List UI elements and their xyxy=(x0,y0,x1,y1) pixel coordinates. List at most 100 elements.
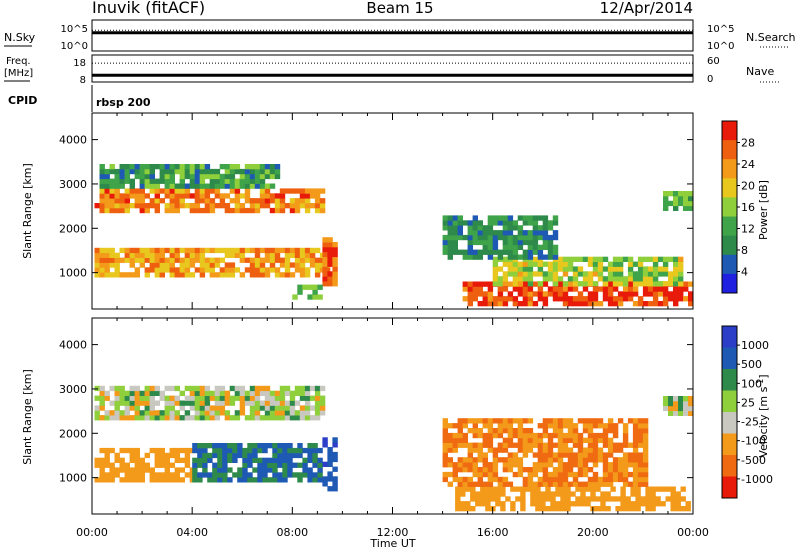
power-cell xyxy=(184,262,191,268)
velocity-cell xyxy=(314,405,321,411)
velocity-cell xyxy=(462,437,468,443)
power-cell xyxy=(487,225,494,231)
velocity-cell xyxy=(630,501,636,507)
velocity-cell xyxy=(487,423,494,429)
power-cell xyxy=(587,271,594,277)
velocity-cell xyxy=(129,390,135,396)
velocity-cell xyxy=(540,491,546,497)
velocity-cell xyxy=(477,457,483,463)
power-cell xyxy=(224,164,231,170)
power-cell xyxy=(642,266,649,272)
power-cell xyxy=(592,286,599,292)
power-cell xyxy=(587,261,594,267)
velocity-cell xyxy=(284,415,291,421)
velocity-colorbar-swatch xyxy=(722,347,737,370)
power-cell xyxy=(688,200,694,207)
velocity-cell xyxy=(642,432,649,439)
power-cell xyxy=(264,247,271,254)
power-cell xyxy=(632,271,639,277)
power-cell xyxy=(617,276,624,282)
velocity-cell xyxy=(537,437,544,443)
velocity-cell xyxy=(557,437,564,443)
power-cell xyxy=(602,296,609,302)
velocity-cell xyxy=(637,423,644,429)
power-cell xyxy=(327,276,333,282)
power-cell xyxy=(647,281,654,287)
velocity-cell xyxy=(572,437,579,443)
velocity-cell xyxy=(264,405,271,411)
power-cell xyxy=(683,200,689,207)
velocity-cell xyxy=(497,418,504,424)
velocity-cell xyxy=(194,410,201,416)
velocity-cell xyxy=(495,501,501,507)
power-cell xyxy=(627,286,634,292)
velocity-cell xyxy=(602,467,609,473)
nave-tick-high: 60 xyxy=(707,56,720,67)
power-cell xyxy=(517,234,524,241)
velocity-cell xyxy=(487,476,494,483)
velocity-cell xyxy=(259,400,266,406)
velocity-cell xyxy=(562,432,569,439)
power-cell xyxy=(269,164,276,170)
power-cell xyxy=(517,286,524,292)
power-cell xyxy=(497,220,504,226)
power-cell xyxy=(527,239,534,246)
velocity-cell xyxy=(457,428,463,434)
power-cell xyxy=(199,257,206,263)
power-cell xyxy=(532,271,539,277)
velocity-cell xyxy=(222,452,228,459)
power-cell xyxy=(607,261,614,267)
velocity-cell xyxy=(164,395,170,401)
velocity-cell xyxy=(309,415,316,421)
velocity-cell xyxy=(502,447,509,453)
power-cell xyxy=(597,271,604,277)
power-cell xyxy=(309,203,316,209)
power-cell xyxy=(124,164,130,170)
velocity-cell xyxy=(655,496,661,502)
velocity-cell xyxy=(282,462,288,468)
power-cell xyxy=(109,198,115,204)
velocity-cell xyxy=(562,452,569,458)
power-cell xyxy=(637,296,644,302)
velocity-cell xyxy=(234,395,241,401)
power-cell xyxy=(119,198,125,204)
time-axis-title: Time UT xyxy=(369,537,415,550)
power-cell xyxy=(547,271,554,277)
power-cell xyxy=(532,239,539,246)
velocity-cell xyxy=(194,400,201,406)
velocity-cell xyxy=(259,405,266,411)
power-cell xyxy=(209,183,216,189)
velocity-cell xyxy=(244,390,251,396)
power-cell xyxy=(487,230,494,236)
velocity-cell xyxy=(219,405,226,411)
velocity-cell xyxy=(482,432,488,439)
power-cell xyxy=(234,183,241,189)
velocity-cell xyxy=(637,462,644,468)
velocity-cell xyxy=(592,476,599,483)
power-cell xyxy=(597,256,604,262)
velocity-cell xyxy=(99,467,105,473)
power-cell xyxy=(502,249,509,255)
velocity-cell xyxy=(535,491,541,497)
velocity-cell xyxy=(247,477,253,483)
power-cell xyxy=(537,271,544,277)
power-cell xyxy=(274,207,281,214)
power-cell xyxy=(194,183,201,189)
power-cell xyxy=(284,188,291,194)
velocity-cell xyxy=(610,486,616,492)
velocity-cell xyxy=(164,452,170,459)
velocity-cell xyxy=(530,501,536,507)
velocity-cell xyxy=(109,385,115,392)
power-cell xyxy=(332,242,338,248)
power-cell xyxy=(189,183,196,189)
velocity-cell xyxy=(192,457,198,463)
velocity-cell xyxy=(99,385,105,392)
power-cell xyxy=(492,230,499,236)
velocity-cell xyxy=(442,452,448,458)
power-cell xyxy=(114,178,120,184)
power-cell xyxy=(214,193,221,199)
velocity-cell xyxy=(572,432,579,439)
power-cell xyxy=(229,207,236,214)
velocity-cell xyxy=(297,443,303,449)
